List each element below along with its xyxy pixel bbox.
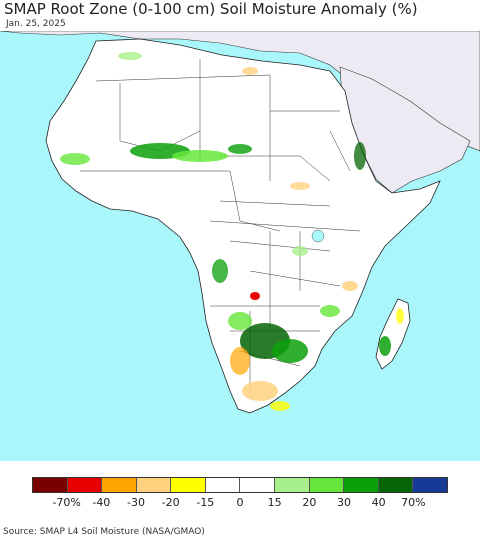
legend-tick-label: 20	[302, 496, 317, 509]
legend-tick-label: 70%	[401, 496, 426, 509]
legend-tick-label: -40	[92, 496, 111, 509]
source-credit: Source: SMAP L4 Soil Moisture (NASA/GMAO…	[3, 527, 205, 537]
dry-anomalies	[230, 67, 404, 411]
legend-tick-label: -20	[161, 496, 180, 509]
legend-tick-label: -15	[196, 496, 215, 509]
legend-swatch	[136, 478, 172, 492]
legend-swatch	[102, 478, 137, 492]
legend-swatch	[171, 478, 206, 492]
legend-ticks: -70% -40 -30 -20 -15 0 15 20 30 40 70%	[32, 496, 448, 510]
legend-swatch	[309, 478, 345, 492]
legend-swatch	[344, 478, 379, 492]
legend-tick-label: -30	[127, 496, 145, 509]
legend-tick-label: -70%	[52, 496, 81, 509]
legend-swatch	[413, 478, 447, 492]
africa-landmass	[45, 38, 441, 414]
legend-swatch	[33, 478, 68, 492]
legend-swatch	[67, 478, 103, 492]
africa-soil-moisture-map	[0, 31, 480, 461]
legend-swatch	[275, 478, 310, 492]
color-legend	[32, 477, 448, 493]
legend-tick-label: 15	[267, 496, 282, 509]
legend-tick-label: 40	[371, 496, 386, 509]
lake-victoria	[311, 229, 325, 243]
legend-swatch	[240, 478, 276, 492]
map-date: Jan. 25, 2025	[6, 19, 66, 29]
legend-swatch	[378, 478, 414, 492]
wet-anomalies	[60, 52, 391, 363]
legend-tick-label: 30	[337, 496, 351, 509]
legend-tick-label: 0	[236, 496, 244, 509]
legend-swatch	[205, 478, 241, 492]
map-title: SMAP Root Zone (0-100 cm) Soil Moisture …	[4, 0, 418, 18]
